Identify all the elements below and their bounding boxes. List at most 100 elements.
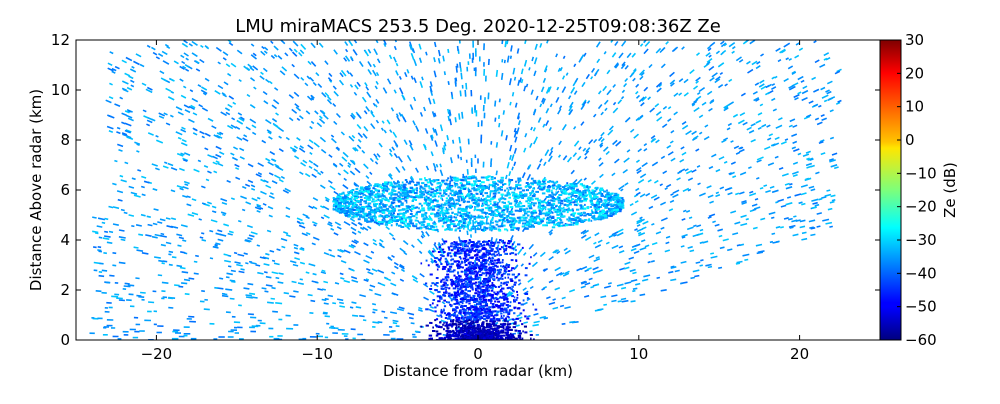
cloud-echo (402, 182, 404, 184)
cloud-echo (360, 200, 362, 202)
cloud-echo (610, 203, 613, 205)
speckle-mark (257, 206, 260, 207)
speckle-mark (693, 225, 696, 226)
speckle-mark (448, 81, 449, 85)
cloud-echo (404, 193, 408, 195)
cloud-echo (535, 212, 538, 214)
cloud-echo (552, 212, 554, 214)
speckle-mark (518, 116, 519, 119)
cloud-echo (359, 203, 362, 205)
cloud-echo (371, 201, 374, 203)
speckle-mark (802, 232, 807, 233)
cloud-echo (401, 220, 403, 222)
cloud-echo (586, 214, 588, 216)
cloud-echo (425, 179, 428, 181)
near-radar-echo (506, 264, 508, 266)
cloud-echo (368, 221, 372, 223)
speckle-mark (182, 272, 188, 273)
cloud-echo (484, 201, 486, 203)
cloud-echo (367, 204, 369, 206)
cloud-echo (412, 200, 414, 202)
speckle-mark (231, 271, 236, 272)
cloud-echo (416, 190, 418, 192)
speckle-mark (459, 137, 460, 143)
cloud-echo (580, 208, 584, 210)
cloud-echo (511, 192, 515, 194)
speckle-mark (313, 274, 317, 275)
cloud-echo (449, 183, 451, 185)
cloud-echo (436, 212, 439, 214)
speckle-mark (324, 303, 329, 304)
cloud-echo (545, 213, 548, 215)
cloud-echo (374, 201, 376, 203)
cloud-echo (455, 199, 458, 201)
cloud-echo (592, 204, 594, 206)
cloud-echo (539, 213, 542, 215)
speckle-mark (505, 60, 506, 63)
cloud-echo (441, 180, 445, 182)
cloud-echo (421, 182, 424, 184)
cloud-echo (603, 205, 606, 207)
speckle-mark (515, 77, 516, 81)
cloud-echo (339, 204, 342, 206)
cloud-echo (435, 229, 437, 231)
speckle-mark (329, 250, 332, 251)
cloud-echo (557, 223, 560, 225)
cloud-echo (476, 225, 478, 227)
near-radar-echo (515, 260, 517, 262)
cloud-echo (517, 204, 520, 206)
cloud-echo (405, 200, 408, 202)
cloud-echo (609, 215, 613, 217)
near-radar-echo (431, 282, 433, 284)
speckle-mark (352, 315, 358, 316)
cloud-echo (512, 227, 516, 229)
cloud-echo (551, 199, 554, 201)
cloud-echo (477, 228, 481, 230)
cloud-echo (490, 203, 492, 205)
near-radar-echo (497, 301, 500, 303)
speckle-mark (675, 270, 680, 271)
cloud-echo (508, 182, 510, 184)
cloud-echo (497, 189, 499, 191)
speckle-mark (245, 240, 249, 241)
near-radar-echo (464, 295, 467, 297)
cloud-echo (414, 192, 418, 194)
cloud-echo (534, 181, 537, 183)
cloud-echo (332, 200, 335, 202)
cloud-echo (386, 198, 388, 200)
speckle-mark (529, 67, 530, 70)
cloud-echo (476, 178, 478, 180)
cloud-echo (467, 201, 471, 203)
speckle-mark (690, 250, 694, 251)
cloud-echo (400, 226, 404, 228)
cloud-echo (394, 183, 398, 185)
cloud-echo (358, 218, 361, 220)
cloud-echo (478, 180, 481, 182)
cloud-echo (423, 210, 425, 212)
cloud-echo (425, 227, 429, 229)
near-radar-echo (507, 266, 509, 268)
speckle-mark (801, 204, 805, 205)
speckle-mark (239, 271, 245, 272)
cloud-echo (546, 204, 549, 206)
cloud-echo (340, 209, 343, 211)
cloud-echo (350, 211, 352, 213)
cloud-echo (562, 192, 566, 194)
speckle-mark (651, 261, 655, 262)
cloud-echo (546, 196, 550, 198)
cloud-echo (434, 205, 437, 207)
near-radar-echo (515, 249, 517, 251)
speckle-mark (589, 278, 593, 279)
cloud-echo (384, 181, 388, 183)
speckle-mark (119, 300, 125, 301)
cloud-echo (608, 197, 611, 199)
cloud-echo (364, 220, 366, 222)
speckle-mark (134, 247, 139, 248)
speckle-mark (811, 228, 816, 229)
cloud-echo (387, 200, 389, 202)
cloud-echo (518, 179, 520, 181)
cloud-echo (547, 217, 549, 219)
cloud-echo (451, 223, 454, 225)
cloud-echo (415, 220, 418, 222)
speckle-mark (161, 234, 165, 235)
